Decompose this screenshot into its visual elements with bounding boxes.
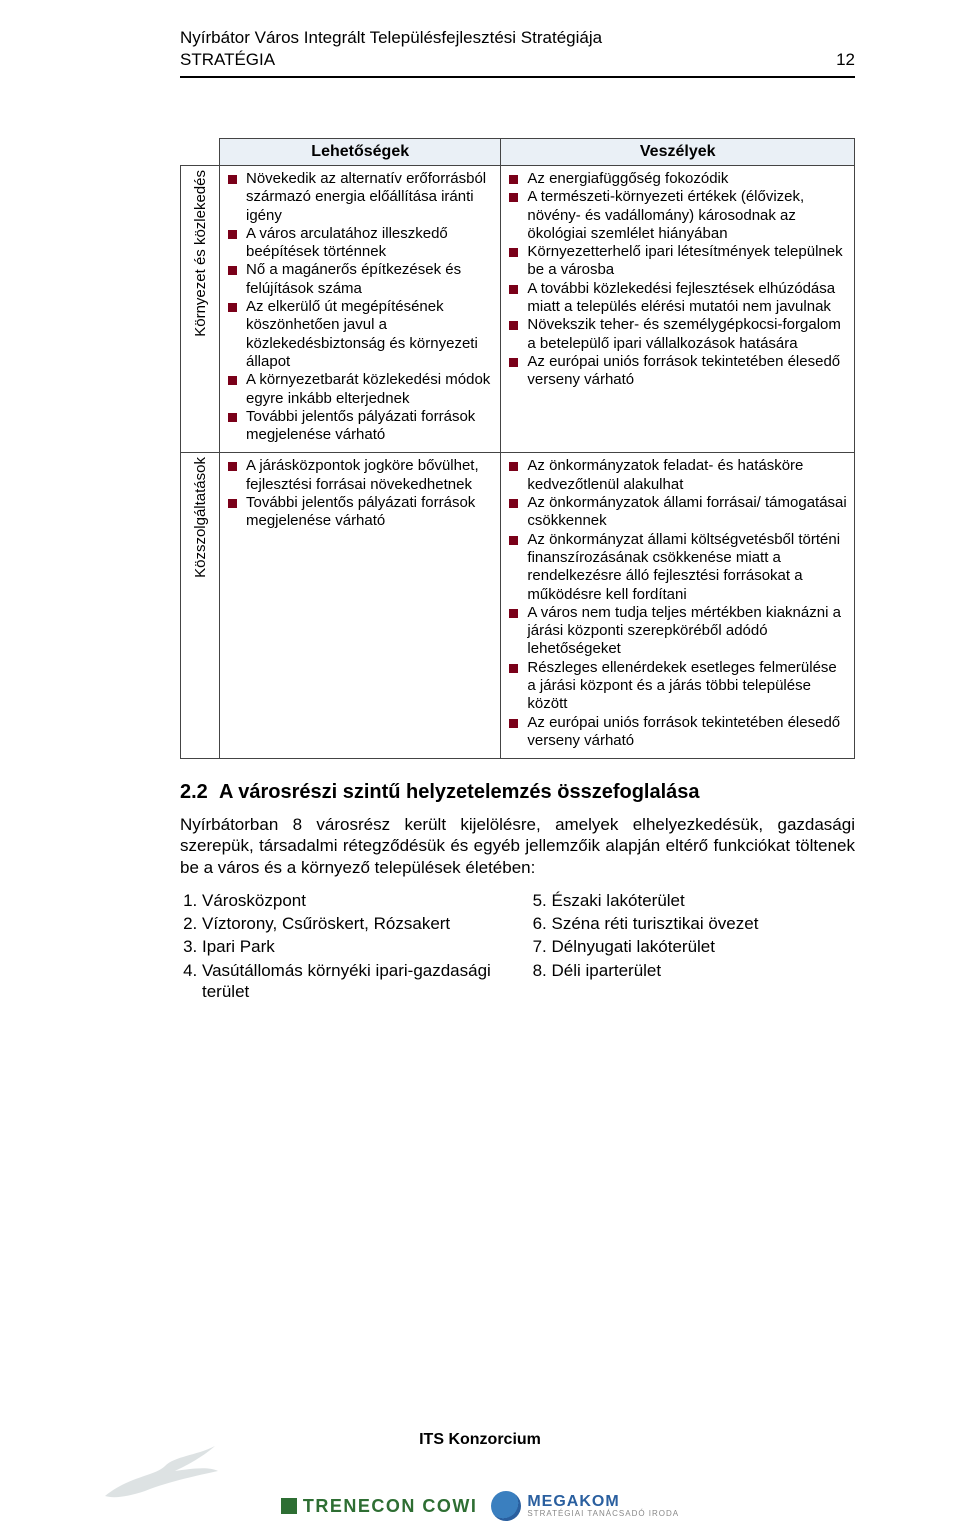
trenecon-text: TRENECON COWI: [303, 1496, 478, 1517]
bullet-item: A természeti-környezeti értékek (élővize…: [507, 188, 848, 243]
cell-services-opportunities: A járásközpontok jogköre bővülhet, fejle…: [220, 453, 501, 759]
bullet-item: Az elkerülő út megépítésének köszönhetőe…: [226, 298, 494, 371]
district-item: Városközpont: [202, 890, 506, 911]
megakom-subtext: STRATÉGIAI TANÁCSADÓ IRODA: [527, 1510, 679, 1518]
globe-icon: [491, 1491, 521, 1521]
district-item: Vasútállomás környéki ipari-gazdasági te…: [202, 960, 506, 1003]
megakom-logo: MEGAKOM STRATÉGIAI TANÁCSADÓ IRODA: [491, 1491, 679, 1521]
doc-subtitle: STRATÉGIA: [180, 50, 275, 70]
district-item: Ipari Park: [202, 936, 506, 957]
district-item: Víztorony, Csűröskert, Rózsakert: [202, 913, 506, 934]
bullet-item: További jelentős pályázati források megj…: [226, 408, 494, 445]
doc-title: Nyírbátor Város Integrált Településfejle…: [180, 28, 855, 48]
district-item: Déli iparterület: [552, 960, 856, 981]
bullet-item: Növekszik teher- és személygépkocsi-forg…: [507, 316, 848, 353]
bullet-item: Az energiafüggőség fokozódik: [507, 170, 848, 188]
bullet-item: Az önkormányzatok állami forrásai/ támog…: [507, 494, 848, 531]
section-heading: 2.2 A városrészi szintű helyzetelemzés ö…: [180, 781, 855, 804]
megakom-text: MEGAKOM: [527, 1494, 679, 1510]
cell-env-threats: Az energiafüggőség fokozódikA természeti…: [501, 166, 855, 453]
row-label-services: Közszolgáltatások: [192, 457, 209, 578]
bullet-item: Nő a magánerős építkezések és felújításo…: [226, 261, 494, 298]
bullet-item: A járásközpontok jogköre bővülhet, fejle…: [226, 457, 494, 494]
cell-services-threats: Az önkormányzatok feladat- és hatásköre …: [501, 453, 855, 759]
trenecon-logo: TRENECON COWI: [281, 1496, 478, 1517]
footer-label: ITS Konzorcium: [0, 1431, 960, 1449]
table-row: Közszolgáltatások A járásközpontok jogkö…: [181, 453, 855, 759]
bullet-item: A környezetbarát közlekedési módok egyre…: [226, 371, 494, 408]
district-item: Széna réti turisztikai övezet: [552, 913, 856, 934]
district-lists: VárosközpontVíztorony, Csűröskert, Rózsa…: [180, 890, 855, 1004]
bullet-item: Részleges ellenérdekek esetleges felmerü…: [507, 659, 848, 714]
bullet-item: A további közlekedési fejlesztések elhúz…: [507, 280, 848, 317]
bullet-item: Környezetterhelő ipari létesítmények tel…: [507, 243, 848, 280]
row-label-environment: Környezet és közlekedés: [192, 170, 209, 337]
district-item: Délnyugati lakóterület: [552, 936, 856, 957]
bullet-item: Az önkormányzat állami költségvetésből t…: [507, 531, 848, 604]
page-footer: ITS Konzorcium TRENECON COWI MEGAKOM STR…: [0, 1411, 960, 1531]
section-title: A városrészi szintű helyzetelemzés össze…: [219, 781, 700, 803]
section-number: 2.2: [180, 781, 208, 803]
page-number: 12: [836, 50, 855, 70]
bullet-item: Az önkormányzatok feladat- és hatásköre …: [507, 457, 848, 494]
bullet-item: Az európai uniós források tekintetében é…: [507, 353, 848, 390]
col-header-opportunities: Lehetőségek: [220, 139, 501, 166]
cell-env-opportunities: Növekedik az alternatív erőforrásból szá…: [220, 166, 501, 453]
district-item: Északi lakóterület: [552, 890, 856, 911]
bullet-item: Növekedik az alternatív erőforrásból szá…: [226, 170, 494, 225]
bullet-item: A város arculatához illeszkedő beépítése…: [226, 225, 494, 262]
swot-table: Lehetőségek Veszélyek Környezet és közle…: [180, 138, 855, 759]
bullet-item: Az európai uniós források tekintetében é…: [507, 714, 848, 751]
table-row: Környezet és közlekedés Növekedik az alt…: [181, 166, 855, 453]
square-icon: [281, 1498, 297, 1514]
section-paragraph: Nyírbátorban 8 városrész került kijelölé…: [180, 814, 855, 878]
bullet-item: A város nem tudja teljes mértékben kiakn…: [507, 604, 848, 659]
bullet-item: További jelentős pályázati források megj…: [226, 494, 494, 531]
col-header-threats: Veszélyek: [501, 139, 855, 166]
